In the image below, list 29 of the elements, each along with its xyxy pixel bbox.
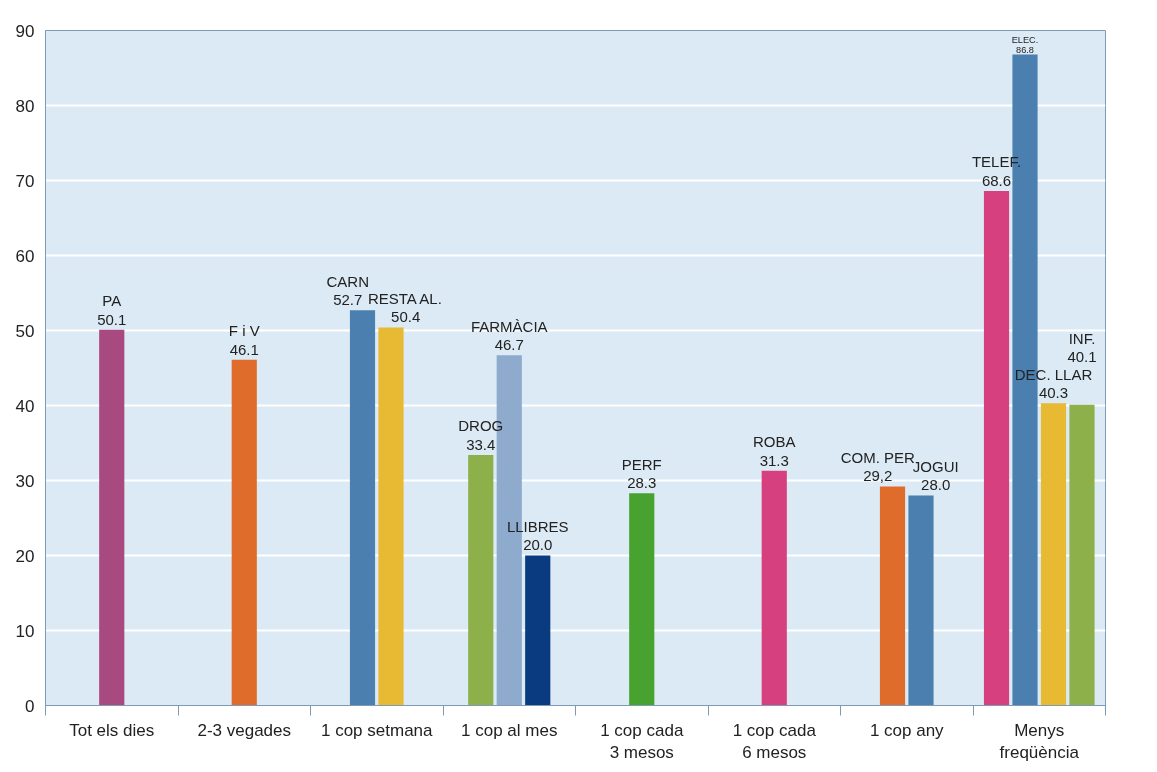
y-tick-label: 50	[15, 321, 35, 341]
x-tick-label: Menys freqüència	[999, 720, 1080, 763]
x-tick-label: 1 cop cada 3 mesos	[600, 720, 684, 763]
y-tick-label: 30	[15, 471, 35, 491]
y-tick-label: 80	[15, 96, 35, 116]
x-tick-label: 1 cop any	[869, 720, 945, 740]
x-tick-label: 1 cop setmana	[320, 720, 434, 740]
data-label: ROBA 31.3	[753, 433, 796, 469]
y-tick-label: 20	[15, 546, 35, 566]
x-tick-label: Tot els dies	[69, 720, 155, 740]
x-tick-label: 2-3 vegades	[197, 720, 292, 740]
y-tick-label: 90	[15, 21, 35, 41]
y-tick-label: 40	[15, 396, 35, 416]
data-label: PA 50.1	[97, 292, 127, 328]
data-label: FARMÀCIA 46.7	[470, 317, 548, 354]
y-tick-label: 0	[25, 696, 35, 716]
data-label: LLIBRES 20.0	[506, 517, 569, 554]
data-label: CARN 52.7	[326, 272, 370, 309]
x-tick-label: 1 cop cada 6 mesos	[732, 720, 817, 763]
data-label: F i V 46.1	[228, 322, 260, 358]
data-label: DROG 33.4	[458, 417, 504, 453]
y-tick-label: 10	[15, 621, 35, 641]
data-label: INF. 40.1	[1067, 329, 1097, 366]
data-label: PERF 28.3	[621, 455, 662, 492]
y-tick-label: 60	[15, 246, 35, 266]
y-tick-label: 70	[15, 171, 35, 191]
data-label: RESTA AL. 50.4	[367, 289, 442, 326]
x-tick-label: 1 cop al mes	[461, 720, 558, 740]
data-label: ELEC. 86.8	[1011, 34, 1039, 55]
